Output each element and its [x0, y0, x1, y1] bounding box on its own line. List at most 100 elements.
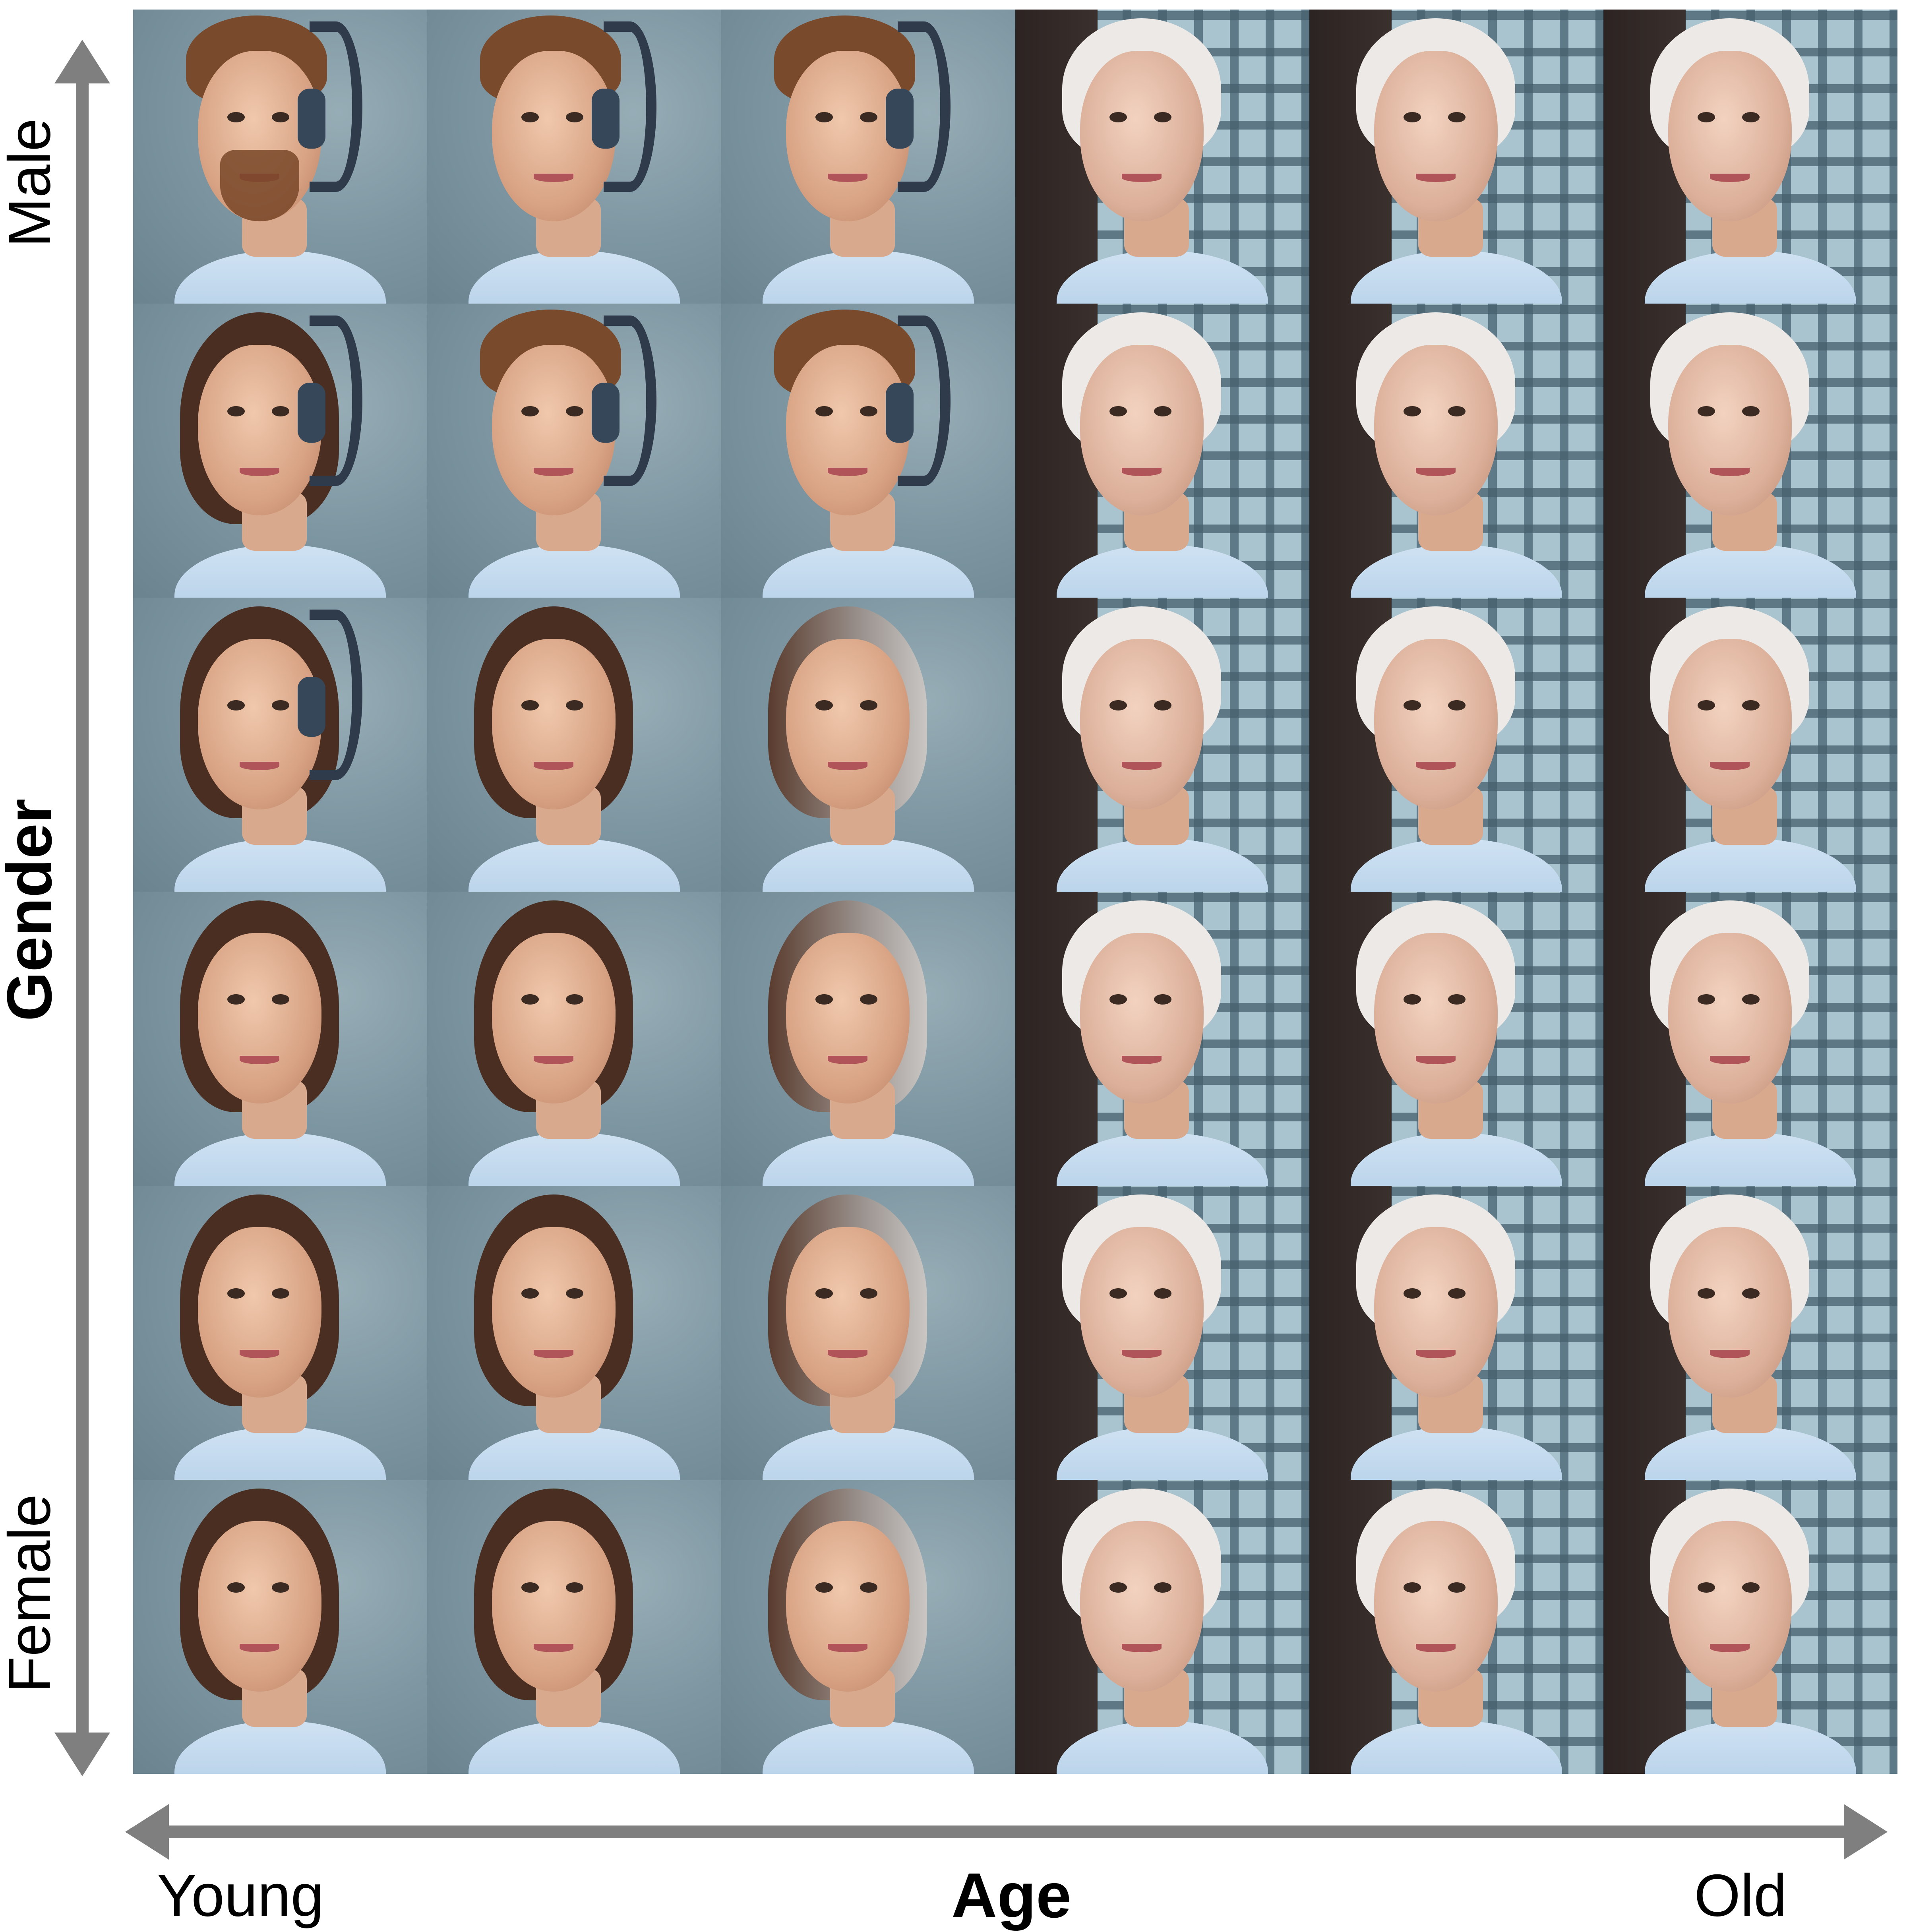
- eye-shape: [521, 406, 539, 416]
- shirt-shape: [1644, 1427, 1857, 1480]
- headphones-icon: [297, 21, 363, 192]
- portrait-image: [1603, 598, 1897, 892]
- mouth-shape: [1710, 1644, 1750, 1653]
- eye-shape: [272, 994, 289, 1005]
- eye-shape: [1742, 112, 1760, 122]
- mouth-shape: [1122, 1349, 1162, 1359]
- eye-shape: [815, 700, 833, 710]
- shirt-shape: [1350, 250, 1562, 304]
- shirt-shape: [1056, 1132, 1268, 1186]
- eye-shape: [1109, 406, 1127, 416]
- face-shape: [1668, 50, 1792, 221]
- mouth-shape: [534, 761, 573, 770]
- eye-shape: [1404, 700, 1421, 710]
- mouth-shape: [240, 761, 279, 770]
- portrait-image: [427, 10, 721, 304]
- shirt-shape: [1644, 1721, 1857, 1774]
- eye-shape: [566, 1582, 583, 1593]
- eye-shape: [227, 1288, 245, 1299]
- eye-shape: [1698, 1288, 1715, 1299]
- gender-axis-bottom-label: Female: [0, 1494, 63, 1693]
- shirt-shape: [762, 544, 974, 598]
- eye-shape: [566, 112, 583, 122]
- eye-shape: [860, 700, 877, 710]
- age-axis-line: [159, 1826, 1852, 1838]
- mouth-shape: [1122, 467, 1162, 476]
- eye-shape: [566, 406, 583, 416]
- eye-shape: [1154, 112, 1171, 122]
- shirt-shape: [762, 250, 974, 304]
- portrait-image: [721, 1186, 1015, 1480]
- mouth-shape: [1416, 173, 1456, 182]
- eye-shape: [860, 1582, 877, 1593]
- eye-shape: [815, 112, 833, 122]
- face-shape: [1668, 639, 1792, 809]
- beard-shape: [220, 149, 299, 221]
- face-shape: [492, 639, 616, 809]
- shirt-shape: [1644, 544, 1857, 598]
- eye-shape: [1698, 994, 1715, 1005]
- portrait-image: [1309, 598, 1603, 892]
- eye-shape: [1109, 112, 1127, 122]
- age-axis-left-label: Young: [157, 1862, 324, 1929]
- portrait-image: [1309, 10, 1603, 304]
- portrait-image: [427, 1186, 721, 1480]
- shirt-shape: [1350, 1721, 1562, 1774]
- shirt-shape: [468, 1721, 680, 1774]
- face-shape: [492, 933, 616, 1103]
- portrait-image: [427, 598, 721, 892]
- shirt-shape: [1644, 1132, 1857, 1186]
- headphones-icon: [885, 315, 951, 486]
- face-shape: [1080, 1521, 1204, 1692]
- face-shape: [1080, 639, 1204, 809]
- portrait-image: [427, 1480, 721, 1774]
- portrait-image: [1015, 10, 1309, 304]
- eye-shape: [1448, 1582, 1466, 1593]
- face-shape: [1668, 1521, 1792, 1692]
- shirt-shape: [762, 838, 974, 892]
- mouth-shape: [1710, 467, 1750, 476]
- eye-shape: [1154, 1288, 1171, 1299]
- eye-shape: [860, 406, 877, 416]
- eye-shape: [815, 1582, 833, 1593]
- shirt-shape: [1056, 1721, 1268, 1774]
- shirt-shape: [1350, 1132, 1562, 1186]
- eye-shape: [1742, 406, 1760, 416]
- mouth-shape: [534, 1644, 573, 1653]
- portrait-image: [427, 304, 721, 598]
- eye-shape: [272, 112, 289, 122]
- eye-shape: [1698, 406, 1715, 416]
- eye-shape: [227, 1582, 245, 1593]
- shirt-shape: [174, 1427, 386, 1480]
- eye-shape: [1404, 1582, 1421, 1593]
- eye-shape: [1109, 1288, 1127, 1299]
- eye-shape: [1742, 700, 1760, 710]
- face-shape: [492, 1227, 616, 1398]
- portrait-image: [133, 1186, 427, 1480]
- shirt-shape: [762, 1721, 974, 1774]
- face-shape: [786, 933, 910, 1103]
- mouth-shape: [1710, 173, 1750, 182]
- shirt-shape: [762, 1132, 974, 1186]
- portrait-image: [133, 10, 427, 304]
- gender-axis-line: [76, 72, 89, 1748]
- portrait-image: [721, 1480, 1015, 1774]
- eye-shape: [521, 1288, 539, 1299]
- mouth-shape: [1416, 467, 1456, 476]
- portrait-image: [1015, 598, 1309, 892]
- eye-shape: [521, 700, 539, 710]
- portrait-grid: [133, 10, 1897, 1774]
- mouth-shape: [1710, 1349, 1750, 1359]
- portrait-image: [1015, 304, 1309, 598]
- portrait-image: [1603, 10, 1897, 304]
- headphones-icon: [885, 21, 951, 192]
- eye-shape: [1154, 994, 1171, 1005]
- portrait-image: [1015, 892, 1309, 1186]
- face-shape: [1080, 50, 1204, 221]
- portrait-image: [1603, 1480, 1897, 1774]
- eye-shape: [1448, 406, 1466, 416]
- eye-shape: [1109, 700, 1127, 710]
- face-shape: [1080, 933, 1204, 1103]
- eye-shape: [1698, 112, 1715, 122]
- portrait-image: [721, 10, 1015, 304]
